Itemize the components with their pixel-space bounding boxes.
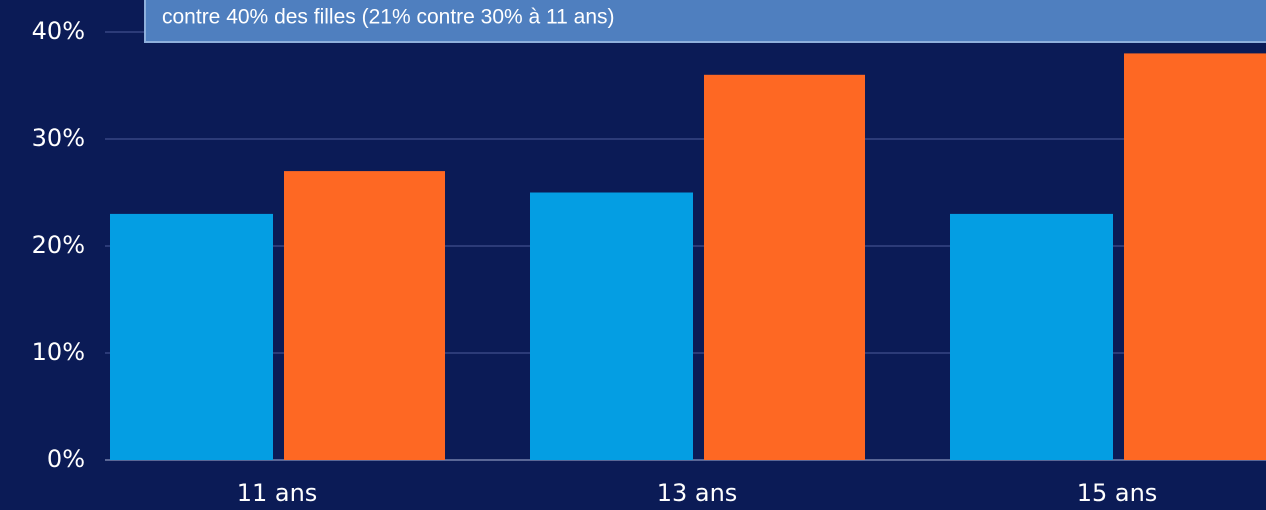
- y-tick-label: 20%: [32, 231, 85, 259]
- x-tick-label: 11 ans: [237, 479, 318, 507]
- bar: [1124, 53, 1266, 461]
- bar: [704, 74, 865, 461]
- bar: [950, 213, 1113, 460]
- x-tick-label: 13 ans: [657, 479, 738, 507]
- x-tick-label: 15 ans: [1077, 479, 1158, 507]
- y-tick-label: 10%: [32, 338, 85, 366]
- y-tick-label: 30%: [32, 124, 85, 152]
- annotation-box: [144, 0, 1266, 43]
- bar: [284, 171, 445, 460]
- y-tick-label: 0%: [47, 445, 85, 473]
- bar: [110, 213, 273, 460]
- y-tick-label: 40%: [32, 17, 85, 45]
- bar: [530, 192, 693, 460]
- annotation: contre 40% des filles (21% contre 30% à …: [162, 6, 615, 29]
